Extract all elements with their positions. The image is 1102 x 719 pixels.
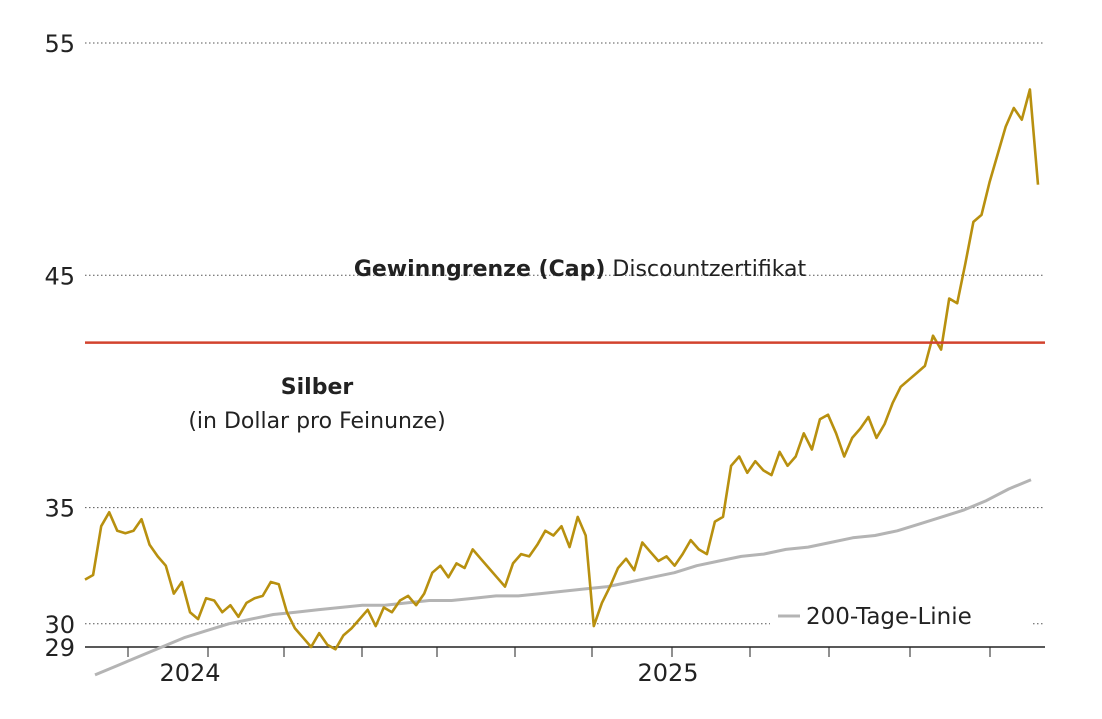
- cap-annotation: Gewinngrenze (Cap) Discountzertifikat: [354, 257, 807, 282]
- x-axis: [85, 646, 1045, 657]
- series-label: Silber: [281, 375, 354, 400]
- cap-annotation-bold: Gewinngrenze (Cap): [354, 257, 606, 282]
- silver-price-line: [84, 88, 1040, 651]
- y-tick-label-55: 55: [44, 30, 75, 58]
- x-tick-label-2024: 2024: [159, 659, 220, 687]
- y-tick-label-35: 35: [44, 495, 75, 523]
- x-tick-label-2025: 2025: [637, 659, 698, 687]
- y-tick-label-29: 29: [44, 634, 75, 662]
- series-unit-label: (in Dollar pro Feinunze): [188, 409, 445, 434]
- x-tick-labels: 2024 2025: [159, 659, 698, 687]
- y-tick-label-30: 30: [44, 611, 75, 639]
- y-tick-label-45: 45: [44, 262, 75, 290]
- ma-legend-label: 200-Tage-Linie: [806, 604, 972, 630]
- ma200-line: [94, 478, 1032, 677]
- series-lines: [84, 88, 1040, 677]
- ma-legend: 200-Tage-Linie: [770, 598, 1032, 632]
- cap-annotation-rest: Discountzertifikat: [605, 257, 806, 282]
- ma-legend-bg: [770, 598, 1032, 632]
